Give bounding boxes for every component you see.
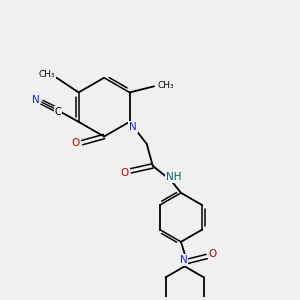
Text: N: N <box>129 122 137 132</box>
Text: O: O <box>209 249 217 259</box>
Text: CH₃: CH₃ <box>38 70 55 79</box>
Text: N: N <box>32 95 40 105</box>
Text: C: C <box>54 107 61 117</box>
Text: O: O <box>121 168 129 178</box>
Text: N: N <box>179 255 187 265</box>
Text: NH: NH <box>166 172 182 182</box>
Text: CH₃: CH₃ <box>158 81 175 90</box>
Text: O: O <box>72 138 80 148</box>
